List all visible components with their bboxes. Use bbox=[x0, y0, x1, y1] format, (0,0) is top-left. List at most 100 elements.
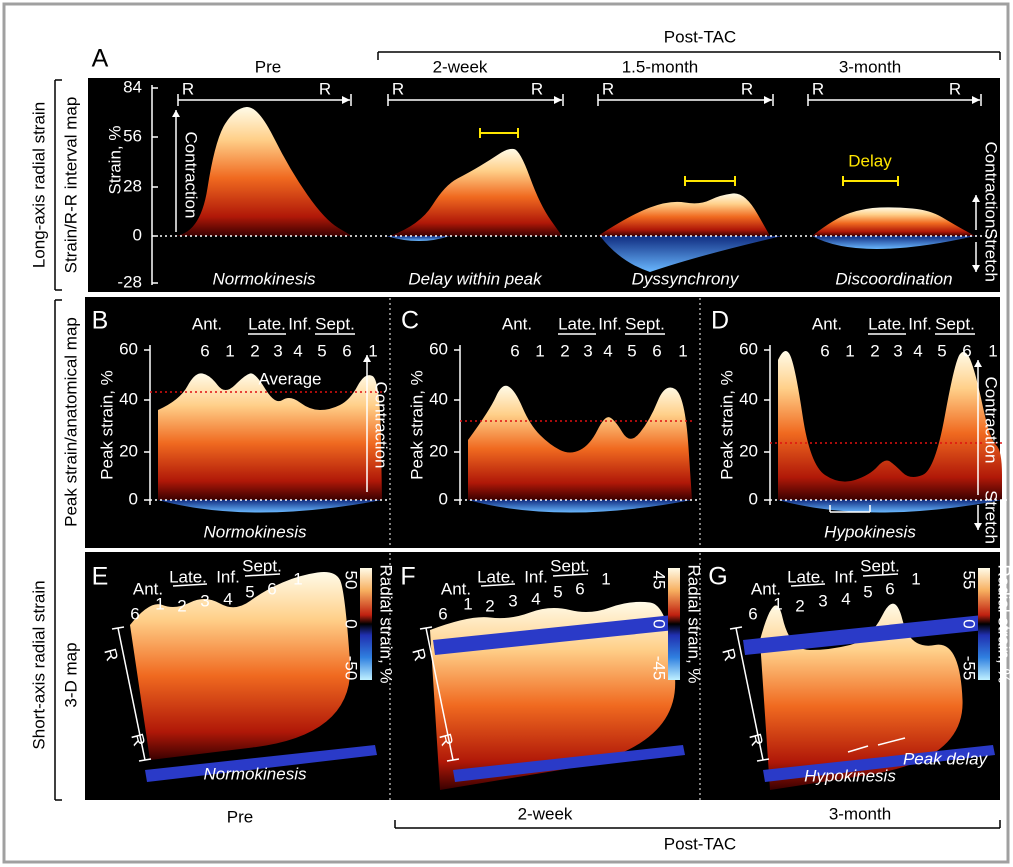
region-label: Late. bbox=[169, 567, 207, 586]
segment-label: 2 bbox=[250, 341, 259, 360]
region-label: Late. bbox=[558, 314, 596, 333]
decor-line bbox=[117, 627, 146, 761]
segment-label: 4 bbox=[223, 589, 232, 608]
arrow-head bbox=[342, 96, 350, 104]
colorbar-label: Radial strain, % bbox=[995, 564, 1013, 683]
group-label: Post-TAC bbox=[664, 834, 736, 853]
segment-label: 6 bbox=[438, 604, 447, 623]
colorbar-label: Radial strain, % bbox=[685, 564, 704, 683]
surface bbox=[386, 236, 450, 241]
colorbar bbox=[978, 568, 990, 680]
group-label: Post-TAC bbox=[664, 27, 736, 46]
axis-label: Peak strain, % bbox=[97, 370, 116, 480]
segment-label: 1 bbox=[463, 594, 472, 613]
segment-label: 2 bbox=[795, 596, 804, 615]
colorbar bbox=[360, 568, 372, 680]
region-label: Ant. bbox=[812, 314, 842, 333]
r-label: R bbox=[319, 79, 331, 98]
r-label: R bbox=[602, 79, 614, 98]
annotation: Delay bbox=[848, 151, 892, 170]
axis-label: Peak strain, % bbox=[717, 370, 736, 480]
region-label: Inf. bbox=[598, 314, 622, 333]
decor-line bbox=[735, 627, 764, 761]
caption: Peak delay bbox=[903, 749, 989, 768]
segment-label: 5 bbox=[627, 341, 636, 360]
surface bbox=[812, 207, 975, 236]
surface bbox=[760, 603, 963, 790]
caption: Hypokinesis bbox=[824, 522, 916, 541]
y-tick-label: 40 bbox=[429, 389, 448, 408]
colorbar-tick: 0 bbox=[960, 619, 979, 628]
panel-letter: F bbox=[400, 563, 415, 591]
y-tick-label: 60 bbox=[119, 339, 138, 358]
panel-letter: E bbox=[92, 563, 109, 591]
segment-label: 5 bbox=[245, 582, 254, 601]
y-tick-label: 60 bbox=[739, 339, 758, 358]
panel-letter: B bbox=[92, 307, 109, 335]
column-label: 2-week bbox=[433, 57, 488, 76]
surface bbox=[778, 351, 1002, 500]
y-tick-label: 20 bbox=[119, 441, 138, 460]
segment-label: 5 bbox=[317, 341, 326, 360]
side-label: Short-axis radial strain bbox=[29, 580, 48, 749]
arrow-head bbox=[172, 110, 180, 117]
segment-label: 6 bbox=[575, 579, 584, 598]
decor-line bbox=[847, 745, 869, 753]
colorbar-tick: 45 bbox=[650, 571, 669, 590]
segment-label: 5 bbox=[553, 582, 562, 601]
segment-label: 6 bbox=[962, 341, 971, 360]
region-label: Inf. bbox=[834, 567, 858, 586]
caption: Dyssynchrony bbox=[632, 269, 740, 288]
segment-label: 5 bbox=[863, 582, 872, 601]
column-label: Pre bbox=[255, 57, 281, 76]
annotation: Stretch bbox=[982, 228, 1001, 282]
region-label: Sept. bbox=[860, 556, 900, 575]
surface bbox=[130, 572, 351, 760]
region-label: Inf. bbox=[524, 567, 548, 586]
y-tick-label: 0 bbox=[129, 489, 138, 508]
caption: Normokinesis bbox=[204, 522, 307, 541]
decor-line bbox=[244, 573, 281, 577]
segment-label: 3 bbox=[200, 591, 209, 610]
arrow-head bbox=[974, 360, 982, 367]
segment-label: 2 bbox=[870, 341, 879, 360]
r-label: R bbox=[812, 79, 824, 98]
panel-letter: D bbox=[711, 307, 729, 335]
region-label: Ant. bbox=[502, 314, 532, 333]
r-label: R bbox=[531, 79, 543, 98]
y-tick-label: 84 bbox=[123, 77, 142, 96]
region-label: Inf. bbox=[288, 314, 312, 333]
side-label: Peak strain/anatomical map bbox=[61, 317, 80, 527]
segment-label: 2 bbox=[485, 596, 494, 615]
segment-label: 5 bbox=[937, 341, 946, 360]
decor-line bbox=[862, 573, 899, 577]
region-label: Late. bbox=[248, 314, 286, 333]
decor-line bbox=[446, 758, 460, 762]
y-tick-label: 20 bbox=[429, 441, 448, 460]
y-tick-label: 60 bbox=[429, 339, 448, 358]
segment-label: 1 bbox=[225, 341, 234, 360]
side-label: 3-D map bbox=[61, 642, 80, 707]
segment-label: 3 bbox=[508, 591, 517, 610]
caption: Hypokinesis bbox=[804, 766, 896, 785]
axis-label: Peak strain, % bbox=[407, 370, 426, 480]
segment-label: 6 bbox=[510, 341, 519, 360]
arrow-head bbox=[972, 195, 980, 202]
region-label: Sept. bbox=[625, 314, 665, 333]
segment-label: 1 bbox=[988, 341, 997, 360]
panel-letter: G bbox=[708, 563, 727, 591]
colorbar-tick: 50 bbox=[342, 571, 361, 590]
segment-label: 3 bbox=[818, 591, 827, 610]
r-label: R bbox=[127, 731, 149, 748]
y-tick-label: 56 bbox=[123, 126, 142, 145]
region-label: Sept. bbox=[935, 314, 975, 333]
band bbox=[433, 615, 675, 655]
colorbar-tick: 55 bbox=[960, 571, 979, 590]
caption: Delay within peak bbox=[408, 269, 543, 288]
segment-label: 3 bbox=[893, 341, 902, 360]
y-tick-label: 20 bbox=[739, 441, 758, 460]
region-label: Late. bbox=[477, 567, 515, 586]
decor-line bbox=[877, 737, 906, 746]
segment-label: 4 bbox=[841, 589, 850, 608]
segment-label: 2 bbox=[177, 596, 186, 615]
